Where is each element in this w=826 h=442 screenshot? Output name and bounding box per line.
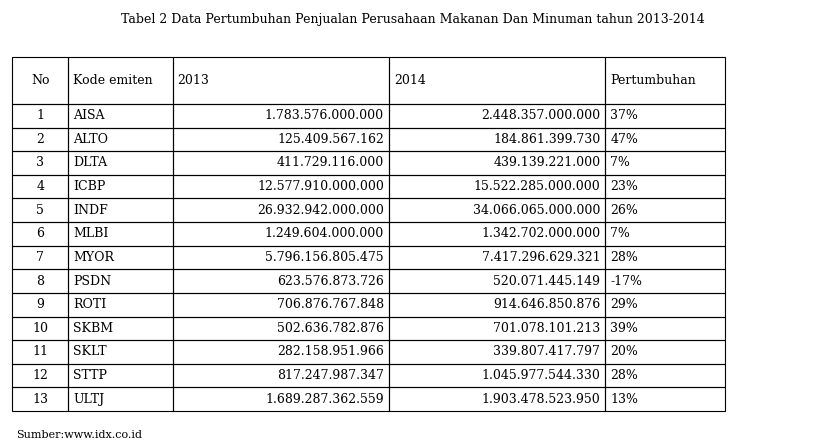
Text: 1.903.478.523.950: 1.903.478.523.950 [482, 393, 601, 406]
Text: 2013: 2013 [178, 74, 210, 87]
Text: 12.577.910.000.000: 12.577.910.000.000 [257, 180, 384, 193]
Text: 339.807.417.797: 339.807.417.797 [493, 346, 601, 358]
Text: 520.071.445.149: 520.071.445.149 [493, 274, 601, 288]
Text: 7%: 7% [610, 156, 630, 169]
Text: 914.646.850.876: 914.646.850.876 [493, 298, 601, 311]
Text: 7%: 7% [610, 227, 630, 240]
Text: MYOR: MYOR [74, 251, 115, 264]
Text: 2: 2 [36, 133, 45, 146]
Text: 3: 3 [36, 156, 45, 169]
Text: 1.689.287.362.559: 1.689.287.362.559 [265, 393, 384, 406]
Text: 1.249.604.000.000: 1.249.604.000.000 [265, 227, 384, 240]
Text: 1.783.576.000.000: 1.783.576.000.000 [265, 109, 384, 122]
Text: 26.932.942.000.000: 26.932.942.000.000 [257, 204, 384, 217]
Text: SKLT: SKLT [74, 346, 107, 358]
Text: Kode emiten: Kode emiten [74, 74, 153, 87]
Text: Sumber:www.idx.co.id: Sumber:www.idx.co.id [17, 430, 143, 440]
Text: 26%: 26% [610, 204, 638, 217]
Text: 7.417.296.629.321: 7.417.296.629.321 [482, 251, 601, 264]
Text: 6: 6 [36, 227, 45, 240]
Text: ICBP: ICBP [74, 180, 106, 193]
Text: 47%: 47% [610, 133, 638, 146]
Text: 13%: 13% [610, 393, 638, 406]
Text: 28%: 28% [610, 251, 638, 264]
Text: 1: 1 [36, 109, 45, 122]
Text: PSDN: PSDN [74, 274, 112, 288]
Text: 502.636.782.876: 502.636.782.876 [277, 322, 384, 335]
Text: 411.729.116.000: 411.729.116.000 [277, 156, 384, 169]
Text: 15.522.285.000.000: 15.522.285.000.000 [473, 180, 601, 193]
Text: No: No [31, 74, 50, 87]
Text: 13: 13 [32, 393, 49, 406]
Text: -17%: -17% [610, 274, 643, 288]
Text: 28%: 28% [610, 369, 638, 382]
Text: Pertumbuhan: Pertumbuhan [610, 74, 696, 87]
Text: 2.448.357.000.000: 2.448.357.000.000 [482, 109, 601, 122]
Text: 706.876.767.848: 706.876.767.848 [277, 298, 384, 311]
Text: ALTO: ALTO [74, 133, 108, 146]
Text: 34.066.065.000.000: 34.066.065.000.000 [473, 204, 601, 217]
Text: 20%: 20% [610, 346, 638, 358]
Text: MLBI: MLBI [74, 227, 109, 240]
Text: 23%: 23% [610, 180, 638, 193]
Text: 9: 9 [36, 298, 45, 311]
Text: 11: 11 [32, 346, 49, 358]
Text: 184.861.399.730: 184.861.399.730 [493, 133, 601, 146]
Text: ULTJ: ULTJ [74, 393, 105, 406]
Text: 1.342.702.000.000: 1.342.702.000.000 [482, 227, 601, 240]
Text: ROTI: ROTI [74, 298, 107, 311]
Text: STTP: STTP [74, 369, 107, 382]
Text: 10: 10 [32, 322, 49, 335]
Text: 701.078.101.213: 701.078.101.213 [493, 322, 601, 335]
Text: Tabel 2 Data Pertumbuhan Penjualan Perusahaan Makanan Dan Minuman tahun 2013-201: Tabel 2 Data Pertumbuhan Penjualan Perus… [121, 13, 705, 26]
Text: 37%: 37% [610, 109, 638, 122]
Text: 8: 8 [36, 274, 45, 288]
Text: 39%: 39% [610, 322, 638, 335]
Text: 5: 5 [36, 204, 45, 217]
Text: 817.247.987.347: 817.247.987.347 [278, 369, 384, 382]
Text: 125.409.567.162: 125.409.567.162 [278, 133, 384, 146]
Text: 439.139.221.000: 439.139.221.000 [493, 156, 601, 169]
Text: 282.158.951.966: 282.158.951.966 [278, 346, 384, 358]
Text: 12: 12 [32, 369, 49, 382]
Text: 5.796.156.805.475: 5.796.156.805.475 [265, 251, 384, 264]
Text: SKBM: SKBM [74, 322, 113, 335]
Text: DLTA: DLTA [74, 156, 107, 169]
Text: 1.045.977.544.330: 1.045.977.544.330 [482, 369, 601, 382]
Text: 2014: 2014 [394, 74, 425, 87]
Text: 7: 7 [36, 251, 45, 264]
Text: AISA: AISA [74, 109, 105, 122]
Text: INDF: INDF [74, 204, 108, 217]
Text: 29%: 29% [610, 298, 638, 311]
Text: 4: 4 [36, 180, 45, 193]
Text: 623.576.873.726: 623.576.873.726 [278, 274, 384, 288]
